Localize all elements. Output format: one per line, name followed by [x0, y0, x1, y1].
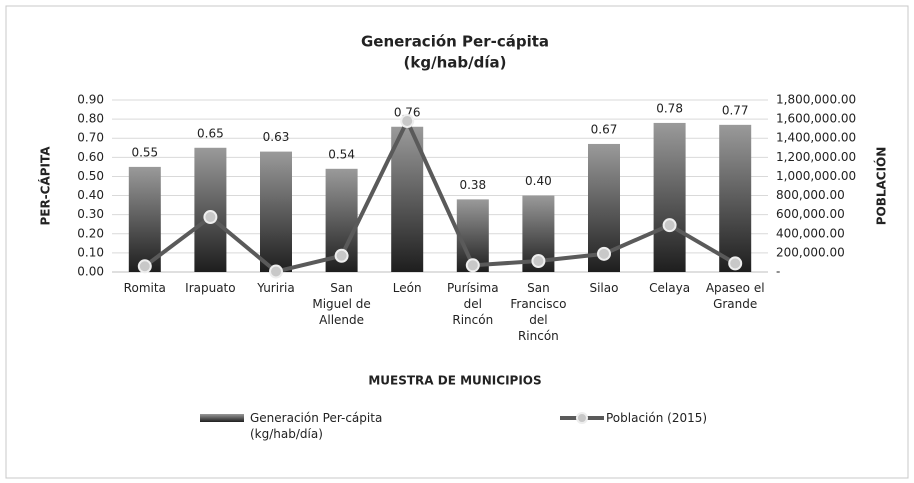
- bar-value-label: 0.77: [722, 103, 749, 117]
- line-marker: [728, 256, 743, 271]
- line-marker: [531, 254, 546, 269]
- x-tick-label: Apaseo el Grande: [705, 281, 765, 311]
- y-tick-label: 0.20: [77, 226, 104, 240]
- bar-value-label: 0.67: [591, 122, 618, 136]
- y2-tick-label: 1,000,000.00: [776, 169, 856, 183]
- x-tick-label-box: Yuriria: [257, 281, 295, 295]
- bar: [391, 126, 424, 272]
- x-tick-label-box: Silao: [589, 281, 619, 295]
- y-tick-label: 0.40: [77, 188, 104, 202]
- y2-tick-label: 200,000.00: [776, 245, 845, 259]
- x-tick-label: San Francisco del Rincón: [510, 281, 567, 343]
- x-tick-label: Yuriria: [257, 281, 295, 295]
- bar: [719, 124, 752, 272]
- bar: [653, 122, 686, 272]
- line-marker: [269, 264, 283, 279]
- bar-value-label: 0.55: [131, 145, 158, 159]
- y2-tick-label: 1,400,000.00: [776, 131, 856, 145]
- legend-label-box: Población (2015): [606, 411, 708, 425]
- line-marker: [334, 248, 349, 263]
- y2-tick-label: 1,600,000.00: [776, 112, 856, 126]
- x-tick-label-box: León: [392, 281, 422, 295]
- bar-value-label: 0.63: [263, 130, 290, 144]
- line-marker: [662, 218, 677, 233]
- x-tick-label: Silao: [589, 281, 619, 295]
- bar: [260, 151, 292, 272]
- x-tick-label: Celaya: [649, 281, 691, 295]
- chart-subtitle: (kg/hab/día): [404, 54, 507, 72]
- bar-value-label: 0.40: [525, 174, 552, 188]
- y-tick-label: 0.00: [77, 265, 104, 279]
- bar: [128, 166, 161, 272]
- x-tick-label-box: San Francisco del Rincón: [510, 281, 567, 343]
- y-tick-label: 0.50: [77, 169, 104, 183]
- y-tick-label: 0.10: [77, 245, 104, 259]
- x-tick-label-box: Apaseo el Grande: [705, 281, 765, 311]
- y-tick-label: 0.80: [77, 112, 104, 126]
- y2-tick-label: 1,200,000.00: [776, 150, 856, 164]
- y2-axis-title: POBLACIÓN: [874, 147, 889, 226]
- line-marker: [465, 258, 480, 273]
- legend-swatch-marker: [576, 412, 588, 424]
- bar: [194, 147, 227, 272]
- bar-value-label: 0.65: [197, 126, 224, 140]
- bar-value-label: 0.78: [656, 101, 683, 115]
- legend-swatch: [200, 414, 244, 422]
- y2-tick-label: 800,000.00: [776, 188, 845, 202]
- y2-tick-label: -: [776, 265, 780, 279]
- x-tick-label: León: [392, 281, 422, 295]
- x-tick-label-box: Irapuato: [185, 281, 236, 295]
- line: [143, 119, 737, 274]
- line-marker: [137, 259, 152, 274]
- x-tick-label: Romita: [123, 281, 166, 295]
- x-tick-label-box: Purísima del Rincón: [447, 281, 499, 327]
- y2-tick-label: 600,000.00: [776, 207, 845, 221]
- legend-label-box: Generación Per-cápita (kg/hab/día): [250, 411, 383, 441]
- legend-label: Población (2015): [606, 411, 708, 425]
- line-marker: [203, 210, 218, 225]
- x-axis-title: MUESTRA DE MUNICIPIOS: [368, 374, 541, 388]
- y-tick-label: 0.30: [77, 207, 104, 221]
- y-tick-label: 0.70: [77, 131, 104, 145]
- x-tick-label-box: Celaya: [649, 281, 691, 295]
- line-marker: [597, 246, 611, 261]
- x-tick-label: San Miguel de Allende: [312, 281, 371, 327]
- x-tick-label: Irapuato: [185, 281, 236, 295]
- y2-tick-label: 400,000.00: [776, 226, 845, 240]
- y2-tick-label: 1,800,000.00: [776, 93, 856, 107]
- x-tick-label-box: San Miguel de Allende: [312, 281, 371, 327]
- bar-value-label: 0.54: [328, 147, 355, 161]
- bar-value-label: 0.38: [459, 178, 486, 192]
- x-tick-label-box: Romita: [123, 281, 166, 295]
- y-tick-label: 0.90: [77, 93, 104, 107]
- y-axis-title: PER-CÁPITA: [38, 146, 53, 226]
- legend-label: Generación Per-cápita (kg/hab/día): [250, 411, 383, 441]
- bar-value-label: 0.76: [394, 105, 421, 119]
- chart-title: Generación Per-cápita: [361, 33, 549, 51]
- line-marker: [400, 114, 415, 129]
- x-tick-label: Purísima del Rincón: [447, 281, 499, 327]
- y-tick-label: 0.60: [77, 150, 104, 164]
